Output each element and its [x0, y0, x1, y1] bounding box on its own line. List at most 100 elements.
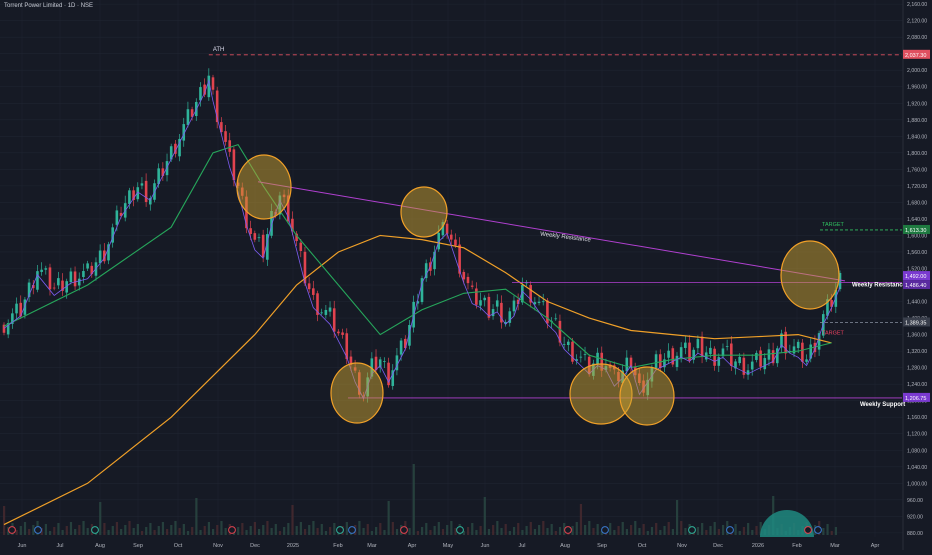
x-tick-label: 2026	[752, 543, 764, 549]
candle-body	[596, 352, 599, 365]
volume-bar	[630, 525, 633, 535]
volume-bar	[525, 526, 528, 535]
y-tick-label: 1,960.00	[907, 85, 927, 91]
candle-body	[424, 263, 428, 279]
candle-body	[838, 272, 842, 290]
candle-body	[215, 90, 219, 123]
volume-bar	[345, 522, 348, 535]
candle-body	[2, 324, 6, 333]
volume-bar	[308, 525, 311, 535]
volume-bar	[504, 524, 507, 535]
candle-body	[763, 358, 767, 370]
y-tick-label: 2,000.00	[907, 68, 927, 74]
volume-bar	[270, 528, 273, 535]
volume-bar	[584, 525, 587, 535]
candle-body	[19, 302, 23, 317]
candle-body	[713, 348, 716, 366]
volume-bar	[617, 526, 620, 535]
volume-bar	[245, 530, 248, 535]
event-marker-icon	[804, 526, 812, 534]
volume-bar	[99, 502, 102, 535]
candle-body	[433, 251, 436, 270]
candle-body	[420, 278, 424, 303]
volume-bar	[621, 522, 624, 535]
volume-bar	[759, 522, 762, 535]
volume-bar	[195, 498, 198, 535]
ema-200-line	[3, 234, 832, 526]
candle-body	[249, 228, 252, 234]
volume-bar	[249, 526, 252, 535]
event-marker-icon	[400, 526, 408, 534]
volume-bar	[333, 523, 336, 535]
volume-bar	[408, 528, 411, 535]
volume-bar	[751, 530, 754, 535]
candle-body	[312, 288, 315, 295]
candle-body	[759, 350, 762, 367]
volume-bar	[379, 523, 382, 535]
candle-body	[784, 331, 787, 354]
x-tick-label: Aug	[95, 543, 105, 549]
candle-body	[571, 341, 574, 362]
weekly-resistance-trendline	[257, 181, 846, 282]
candle-body	[199, 87, 202, 101]
volume-bar	[709, 526, 712, 535]
volume-bar	[295, 526, 298, 535]
target-upper-label: TARGET	[822, 222, 845, 228]
y-tick-label: 1,600.00	[907, 233, 927, 239]
volume-bar	[19, 526, 22, 535]
weekly-resistance-label: Weekly Resistance	[852, 282, 907, 288]
candle-body	[525, 282, 528, 284]
volume-bar	[153, 530, 156, 535]
candle-body	[77, 278, 81, 286]
x-tick-label: Sep	[597, 543, 607, 549]
candle-body	[86, 263, 89, 269]
y-tick-label: 1,520.00	[907, 267, 927, 273]
highlight-circle	[330, 362, 384, 424]
candle-body	[709, 347, 712, 355]
current-price-tag	[903, 271, 930, 281]
candle-body	[324, 309, 328, 315]
volume-bar	[257, 529, 261, 535]
y-tick-label: 920.00	[907, 514, 923, 520]
candle-body	[224, 131, 227, 142]
candle-body	[157, 168, 160, 185]
x-tick-label: Mar	[367, 543, 377, 549]
volume-bar	[324, 531, 328, 535]
volume-bar	[182, 524, 185, 535]
volume-bar	[128, 521, 131, 535]
volume-bar	[500, 528, 503, 535]
candle-body	[136, 187, 140, 200]
candle-body	[291, 218, 294, 232]
target-lower-tag	[903, 317, 930, 327]
volume-bar	[826, 524, 829, 535]
x-tick-label: May	[443, 543, 454, 549]
volume-bar	[140, 531, 144, 535]
candle-body	[546, 300, 549, 324]
volume-bar	[663, 526, 666, 535]
candle-body	[73, 271, 77, 287]
volume-bar	[529, 522, 532, 535]
candle-body	[700, 336, 704, 357]
volume-bar	[684, 528, 687, 535]
candle-body	[541, 301, 545, 303]
volume-bar	[454, 528, 457, 535]
volume-bar	[734, 524, 737, 535]
volume-bar	[550, 524, 553, 535]
volume-bar	[755, 526, 758, 535]
volume-bar	[512, 527, 516, 535]
y-tick-label: 1,920.00	[907, 101, 927, 107]
volume-bar	[370, 531, 374, 535]
candle-body	[11, 313, 14, 324]
y-tick-label: 1,040.00	[907, 465, 927, 471]
candle-body	[667, 350, 670, 358]
candle-body	[801, 342, 804, 362]
event-marker-icon	[228, 526, 236, 534]
y-tick-label: 2,120.00	[907, 19, 927, 25]
candle-body	[48, 267, 52, 290]
x-tick-label: Aug	[560, 543, 570, 549]
x-tick-label: Feb	[792, 543, 801, 549]
candle-body	[40, 269, 43, 272]
y-tick-label: 1,320.00	[907, 349, 927, 355]
y-tick-label: 1,080.00	[907, 448, 927, 454]
